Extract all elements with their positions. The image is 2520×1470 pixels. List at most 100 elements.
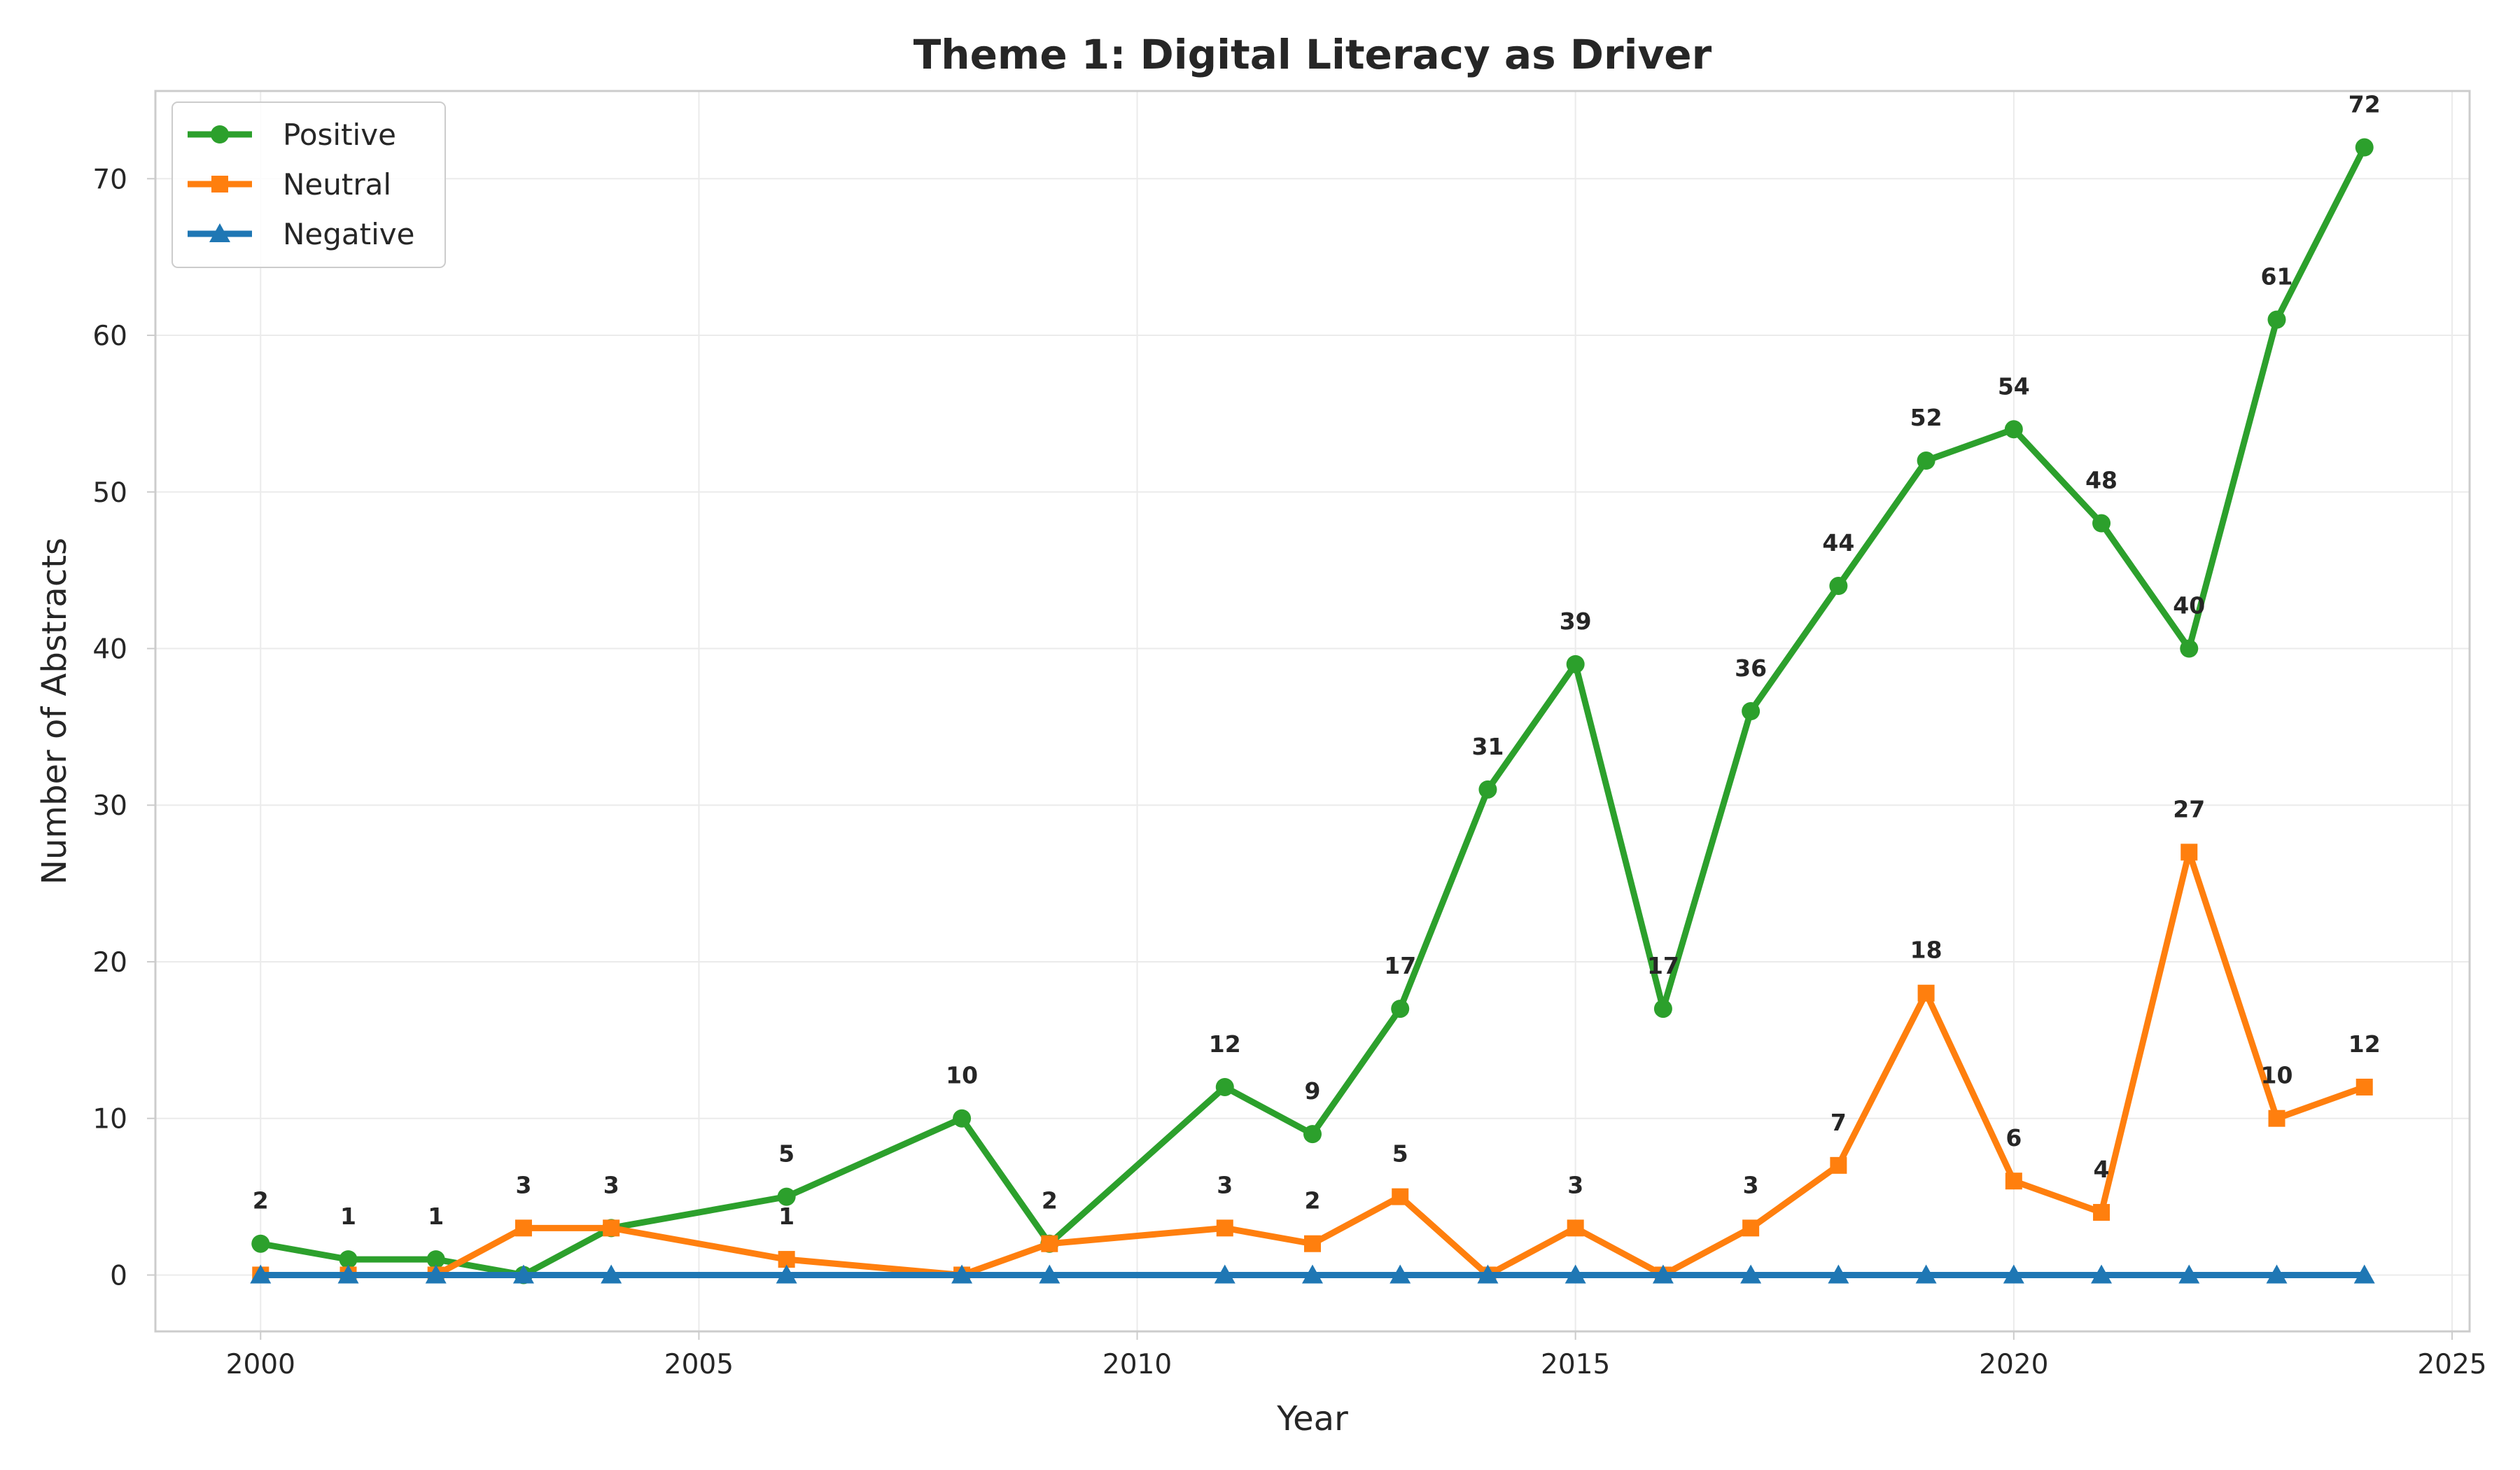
positive-data-label: 1 xyxy=(428,1203,444,1230)
negative-point xyxy=(2266,1264,2288,1284)
neutral-data-label: 1 xyxy=(778,1203,794,1230)
negative-point xyxy=(601,1264,622,1284)
negative-point xyxy=(776,1264,797,1284)
negative-point xyxy=(2003,1264,2024,1284)
legend-marker-negative xyxy=(209,223,230,242)
neutral-point xyxy=(514,1219,532,1237)
positive-data-label: 40 xyxy=(2173,592,2205,620)
negative-point xyxy=(1915,1264,1937,1284)
x-tick-label: 2015 xyxy=(1541,1349,1610,1380)
positive-data-label: 5 xyxy=(778,1140,794,1168)
negative-point xyxy=(2353,1264,2375,1284)
negative-point xyxy=(337,1264,359,1284)
negative-point xyxy=(1039,1264,1060,1284)
neutral-point xyxy=(1917,984,1935,1002)
positive-point xyxy=(1215,1077,1234,1096)
negative-point xyxy=(250,1264,272,1284)
positive-data-label: 48 xyxy=(2085,467,2118,494)
positive-data-label: 1 xyxy=(340,1203,356,1230)
negative-point xyxy=(1302,1264,1323,1284)
x-tick-label: 2000 xyxy=(226,1349,295,1380)
neutral-point xyxy=(1567,1219,1584,1237)
negative-point xyxy=(951,1264,973,1284)
positive-point xyxy=(2355,138,2374,157)
neutral-point xyxy=(1830,1156,1847,1174)
grid xyxy=(155,91,2470,1331)
series-layer xyxy=(250,138,2375,1284)
y-tick-label: 60 xyxy=(92,321,127,352)
positive-point xyxy=(2092,514,2111,533)
positive-point xyxy=(251,1234,270,1253)
neutral-data-label: 12 xyxy=(2348,1030,2381,1058)
positive-data-label: 10 xyxy=(946,1062,978,1089)
x-tick-label: 2025 xyxy=(2417,1349,2486,1380)
positive-data-label: 61 xyxy=(2261,263,2293,290)
neutral-data-label: 27 xyxy=(2173,795,2205,822)
positive-data-label: 31 xyxy=(1471,733,1504,760)
y-axis-ticks: 0 10 20 30 40 50 60 70 xyxy=(92,164,155,1292)
legend-marker-neutral xyxy=(211,176,228,192)
positive-point xyxy=(1829,577,1848,596)
positive-data-label: 36 xyxy=(1735,654,1767,682)
negative-point xyxy=(1390,1264,1411,1284)
series-negative xyxy=(250,1264,2375,1284)
negative-point xyxy=(2091,1264,2113,1284)
neutral-data-label: 3 xyxy=(515,1171,531,1198)
neutral-data-label: 3 xyxy=(603,1171,620,1198)
negative-point xyxy=(1477,1264,1499,1284)
neutral-data-label: 10 xyxy=(2261,1062,2293,1089)
positive-point xyxy=(2267,310,2286,329)
y-tick-label: 70 xyxy=(92,164,127,195)
positive-point xyxy=(2180,639,2199,658)
neutral-data-label: 18 xyxy=(1910,937,1942,964)
positive-point xyxy=(1478,780,1497,799)
positive-point xyxy=(1566,654,1585,673)
neutral-point xyxy=(1304,1235,1321,1252)
y-tick-label: 0 xyxy=(110,1260,127,1292)
y-tick-label: 40 xyxy=(92,634,127,666)
positive-point xyxy=(1653,1000,1672,1018)
negative-point xyxy=(1828,1264,1849,1284)
neutral-point xyxy=(2093,1203,2110,1221)
neutral-point xyxy=(1216,1219,1233,1237)
neutral-point xyxy=(2356,1078,2373,1096)
y-tick-label: 50 xyxy=(92,477,127,509)
x-tick-label: 2005 xyxy=(664,1349,734,1380)
negative-point xyxy=(2178,1264,2200,1284)
y-tick-label: 10 xyxy=(92,1104,127,1135)
neutral-point xyxy=(2268,1110,2286,1127)
positive-line xyxy=(257,144,2368,1278)
negative-point xyxy=(512,1264,534,1284)
neutral-point xyxy=(1392,1188,1409,1205)
neutral-data-label: 2 xyxy=(1305,1187,1321,1214)
legend-marker-positive xyxy=(211,125,229,144)
negative-point xyxy=(425,1264,447,1284)
x-axis-ticks: 2000 2005 2010 2015 2020 2025 xyxy=(226,1331,2487,1380)
x-tick-label: 2020 xyxy=(1979,1349,2048,1380)
legend-item-neutral: Neutral xyxy=(188,167,391,202)
neutral-line xyxy=(257,848,2368,1278)
y-tick-label: 20 xyxy=(92,947,127,979)
legend-item-positive: Positive xyxy=(188,118,396,152)
positive-data-label: 17 xyxy=(1384,952,1416,979)
positive-point xyxy=(2004,420,2023,439)
positive-point xyxy=(953,1109,972,1128)
neutral-point xyxy=(2180,844,2198,861)
y-axis-label: Number of Abstracts xyxy=(35,538,74,885)
neutral-data-label: 3 xyxy=(1217,1171,1233,1198)
positive-point xyxy=(777,1187,796,1206)
y-tick-label: 30 xyxy=(92,790,127,822)
neutral-data-label: 3 xyxy=(1743,1171,1759,1198)
positive-data-label: 17 xyxy=(1647,952,1679,979)
positive-data-label: 9 xyxy=(1305,1077,1321,1105)
chart-title: Theme 1: Digital Literacy as Driver xyxy=(913,31,1712,78)
positive-data-label: 2 xyxy=(253,1187,269,1214)
neutral-data-label: 2 xyxy=(1042,1187,1058,1214)
legend-label-positive: Positive xyxy=(283,118,396,152)
positive-data-label: 72 xyxy=(2348,91,2381,118)
positive-data-label: 52 xyxy=(1910,404,1942,431)
positive-point xyxy=(426,1250,445,1269)
negative-point xyxy=(1740,1264,1762,1284)
